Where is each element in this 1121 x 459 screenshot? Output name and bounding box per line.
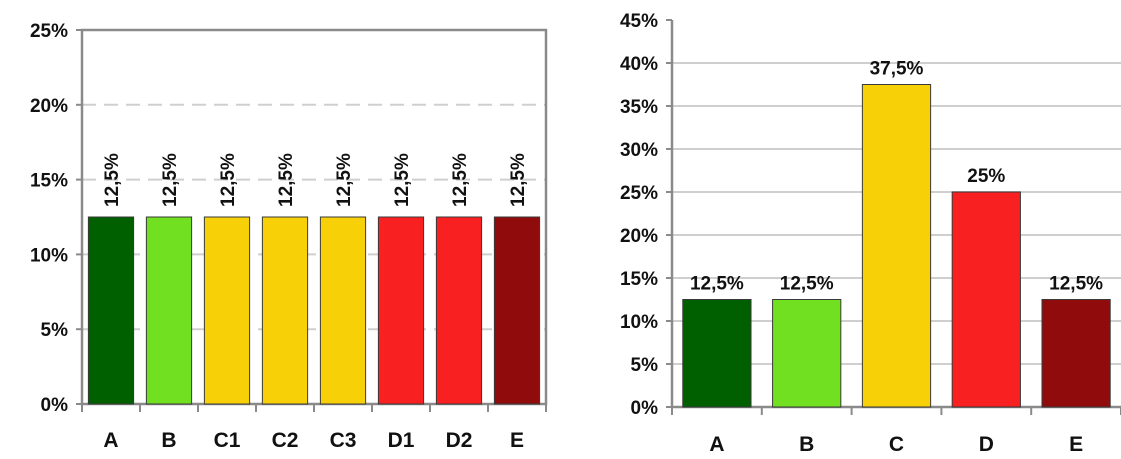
y-tick-label: 20% [30, 96, 68, 117]
y-tick-label: 25% [30, 21, 68, 42]
x-tick-label: B [799, 433, 814, 456]
x-tick-label: D1 [388, 429, 415, 452]
y-tick-label: 15% [30, 171, 68, 192]
data-label: 37,5% [870, 59, 924, 80]
y-tick-label: 10% [620, 312, 658, 333]
data-label: 12,5% [780, 274, 834, 295]
bar-d [951, 191, 1021, 408]
bar-d1 [377, 216, 425, 405]
bar-e [1041, 299, 1111, 408]
bar-a [87, 216, 135, 405]
bar-c3 [319, 216, 367, 405]
data-label: 12,5% [218, 153, 239, 207]
data-label: 12,5% [160, 153, 181, 207]
data-label: 12,5% [450, 153, 471, 207]
bar-chart-2: 0% 5% 10% 15% 20% 25% 30% 35% 40% 45% 12,5% A 12,5% B… [620, 11, 1121, 456]
bar-c [861, 84, 932, 408]
x-tick-label: C [889, 433, 904, 456]
data-label: 12,5% [102, 153, 123, 207]
bar-chart-1: 0% 5% 10% 15% 20% 25% 12,5% A 12,5% B 12,5% C1 12,5%… [30, 21, 548, 452]
data-label: 25% [967, 166, 1005, 187]
y-tick-label: 5% [631, 355, 659, 376]
data-label: 12,5% [1049, 274, 1103, 295]
bar-b [145, 216, 193, 405]
y-tick-label: 5% [41, 320, 69, 341]
data-label: 12,5% [690, 274, 744, 295]
bar-e [493, 216, 541, 405]
data-label: 12,5% [392, 153, 413, 207]
y-tick-label: 45% [620, 11, 658, 32]
x-tick-label: E [1069, 433, 1083, 456]
y-tick-label: 15% [620, 269, 658, 290]
bar-d2 [435, 216, 483, 405]
x-tick-label: A [103, 429, 118, 452]
x-tick-label: D2 [446, 429, 473, 452]
data-label: 12,5% [334, 153, 355, 207]
y-tick-label: 30% [620, 140, 658, 161]
x-tick-label: D [979, 433, 994, 456]
data-label: 12,5% [276, 153, 297, 207]
x-tick-label: B [161, 429, 176, 452]
x-tick-label: E [510, 429, 524, 452]
y-tick-label: 25% [620, 183, 658, 204]
x-tick-label: C1 [214, 429, 241, 452]
y-tick-label: 35% [620, 97, 658, 118]
bar-a [682, 299, 752, 408]
x-tick-label: C3 [330, 429, 357, 452]
bar-c2 [261, 216, 309, 405]
y-tick-label: 20% [620, 226, 658, 247]
y-tick-label: 0% [631, 398, 659, 419]
x-tick-label: C2 [272, 429, 299, 452]
x-tick-label: A [709, 433, 724, 456]
bar-c1 [203, 216, 251, 405]
data-label: 12,5% [508, 153, 529, 207]
bar-b [772, 299, 842, 408]
y-tick-label: 10% [30, 245, 68, 266]
y-tick-label: 40% [620, 54, 658, 75]
y-tick-label: 0% [41, 395, 69, 416]
